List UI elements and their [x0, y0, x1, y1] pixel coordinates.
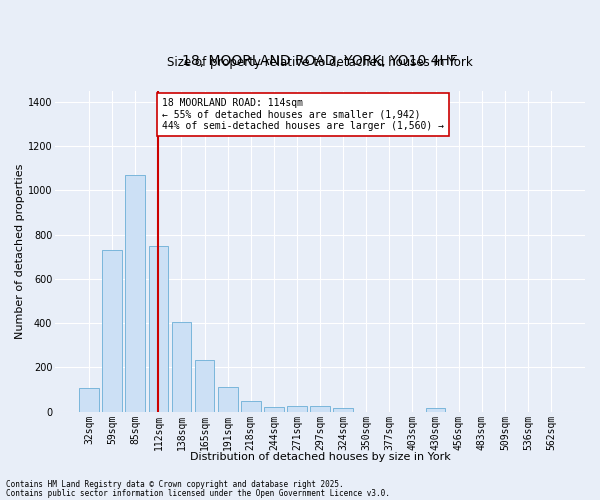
Bar: [172, 322, 191, 412]
Bar: [125, 175, 145, 412]
Bar: [426, 408, 445, 412]
Bar: [149, 246, 168, 412]
Title: Size of property relative to detached houses in York: Size of property relative to detached ho…: [167, 56, 473, 69]
Bar: [310, 406, 330, 411]
X-axis label: Distribution of detached houses by size in York: Distribution of detached houses by size …: [190, 452, 451, 462]
Bar: [287, 406, 307, 411]
Text: 18 MOORLAND ROAD: 114sqm
← 55% of detached houses are smaller (1,942)
44% of sem: 18 MOORLAND ROAD: 114sqm ← 55% of detach…: [162, 98, 444, 131]
Text: 18, MOORLAND ROAD, YORK, YO10 4HF: 18, MOORLAND ROAD, YORK, YO10 4HF: [182, 54, 458, 68]
Bar: [195, 360, 214, 412]
Bar: [334, 408, 353, 412]
Bar: [218, 388, 238, 411]
Bar: [79, 388, 99, 411]
Y-axis label: Number of detached properties: Number of detached properties: [15, 164, 25, 339]
Bar: [264, 408, 284, 412]
Text: Contains HM Land Registry data © Crown copyright and database right 2025.: Contains HM Land Registry data © Crown c…: [6, 480, 344, 489]
Text: Contains public sector information licensed under the Open Government Licence v3: Contains public sector information licen…: [6, 489, 390, 498]
Bar: [241, 400, 260, 411]
Bar: [103, 250, 122, 412]
